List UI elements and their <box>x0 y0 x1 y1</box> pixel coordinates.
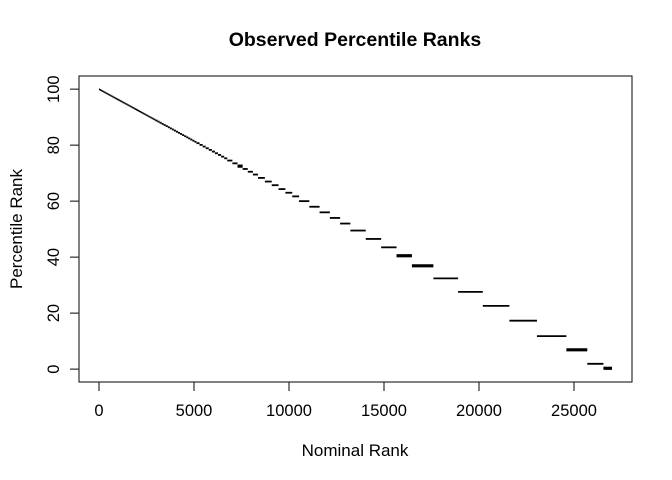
x-tick-label: 5000 <box>176 402 213 420</box>
y-tick-label: 100 <box>45 75 63 103</box>
y-tick-label: 20 <box>45 304 63 322</box>
x-axis-label: Nominal Rank <box>302 441 409 460</box>
y-axis-label: Percentile Rank <box>7 169 26 290</box>
data-step-series <box>99 88 612 370</box>
x-tick-label: 0 <box>94 402 103 420</box>
y-tick-label: 60 <box>45 192 63 210</box>
y-tick-label: 80 <box>45 136 63 154</box>
plot-box <box>78 75 633 383</box>
chart-title: Observed Percentile Ranks <box>229 29 482 51</box>
axes: 0 5000 10000 15000 20000 25000 0 20 40 60 80 100 <box>45 75 633 420</box>
x-tick-label: 25000 <box>551 402 597 420</box>
y-tick-label: 0 <box>45 365 63 374</box>
x-tick-label: 20000 <box>456 402 502 420</box>
x-tick-label: 15000 <box>361 402 407 420</box>
x-tick-label: 10000 <box>266 402 312 420</box>
y-tick-label: 40 <box>45 248 63 266</box>
